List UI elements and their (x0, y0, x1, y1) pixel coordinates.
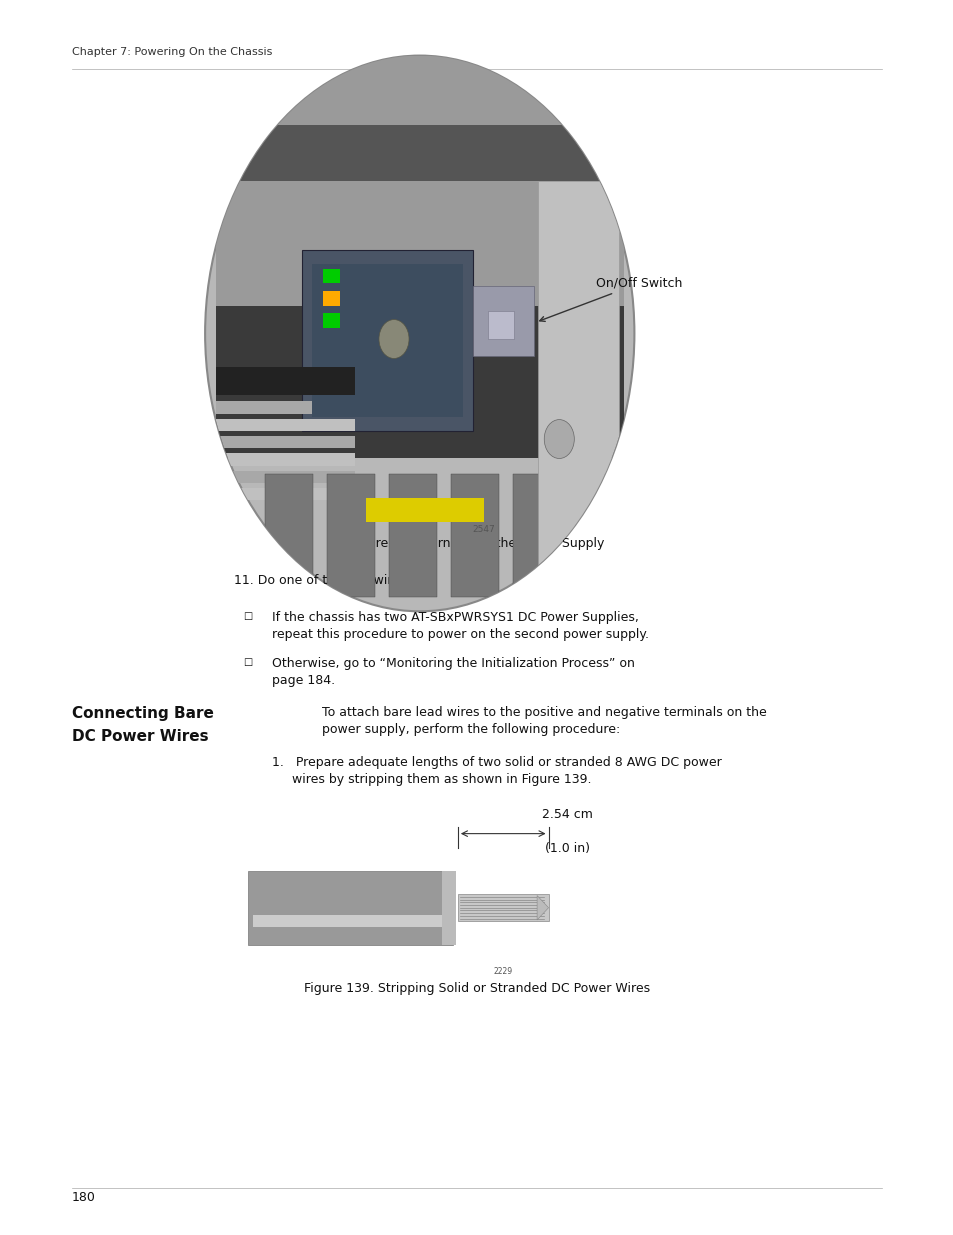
Text: Otherwise, go to “Monitoring the Initialization Process” on
page 184.: Otherwise, go to “Monitoring the Initial… (272, 657, 634, 687)
Text: □: □ (243, 657, 253, 667)
Bar (389, 474, 436, 598)
Bar (637, 474, 684, 598)
Text: 2.54 cm: 2.54 cm (541, 808, 593, 821)
Text: Figure 139. Stripping Solid or Stranded DC Power Wires: Figure 139. Stripping Solid or Stranded … (304, 982, 649, 995)
Text: (1.0 in): (1.0 in) (544, 842, 590, 856)
Bar (323, 269, 340, 284)
Circle shape (378, 320, 409, 358)
Bar (575, 474, 622, 598)
Bar (215, 401, 355, 414)
Bar (215, 436, 355, 448)
Bar (537, 180, 618, 598)
Text: 180: 180 (71, 1191, 95, 1204)
Polygon shape (537, 895, 548, 920)
Bar (265, 474, 313, 598)
Bar (215, 488, 355, 500)
Bar (451, 474, 498, 598)
Text: On/Off Switch: On/Off Switch (539, 277, 681, 321)
Bar (301, 249, 473, 431)
Bar (215, 419, 355, 431)
Text: DC Power Wires: DC Power Wires (71, 729, 208, 743)
Bar (253, 915, 443, 927)
Bar (215, 306, 623, 458)
Bar (323, 314, 340, 329)
Circle shape (205, 56, 634, 611)
Text: Chapter 7: Powering On the Chassis: Chapter 7: Powering On the Chassis (71, 47, 272, 57)
Bar (313, 264, 462, 417)
Text: Connecting Bare: Connecting Bare (71, 706, 213, 721)
Text: 11. Do one of the following:: 11. Do one of the following: (233, 574, 407, 588)
Bar (215, 125, 623, 180)
Bar (327, 474, 375, 598)
Text: 2229: 2229 (493, 967, 513, 976)
Bar (215, 453, 355, 466)
Bar (457, 894, 548, 921)
Text: Figure 138. Turning On the Power Supply: Figure 138. Turning On the Power Supply (350, 537, 603, 551)
Text: □: □ (243, 611, 253, 621)
Bar (215, 368, 355, 395)
Bar (441, 871, 456, 945)
Bar (473, 287, 533, 356)
Bar (488, 311, 514, 338)
Text: 1.   Prepare adequate lengths of two solid or stranded 8 AWG DC power
     wires: 1. Prepare adequate lengths of two solid… (272, 756, 720, 785)
Circle shape (205, 56, 634, 611)
Bar (248, 871, 453, 945)
Bar (513, 474, 560, 598)
Text: 2547: 2547 (473, 525, 495, 534)
Bar (215, 56, 623, 320)
Bar (215, 471, 355, 483)
Bar (366, 498, 483, 522)
Bar (323, 291, 340, 306)
Text: If the chassis has two AT-SBxPWRSYS1 DC Power Supplies,
repeat this procedure to: If the chassis has two AT-SBxPWRSYS1 DC … (272, 611, 648, 641)
Text: To attach bare lead wires to the positive and negative terminals on the
power su: To attach bare lead wires to the positiv… (322, 706, 766, 736)
Circle shape (544, 420, 574, 458)
